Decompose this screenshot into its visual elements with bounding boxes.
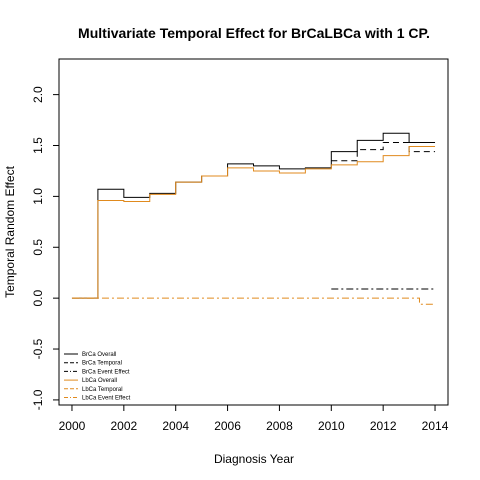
legend-label: BrCa Temporal [82,361,122,367]
x-axis-label: Diagnosis Year [214,452,294,466]
x-tick-label: 2002 [110,419,137,433]
x-tick-label: 2004 [162,419,189,433]
y-tick-label: 1.0 [31,188,45,205]
y-tick-label: 1.5 [31,137,45,154]
legend-label: LbCa Event Effect [82,396,131,402]
legend-label: LbCa Overall [82,378,117,384]
x-tick-label: 2006 [214,419,241,433]
x-tick-label: 2012 [370,419,397,433]
legend-label: BrCa Event Effect [82,369,130,375]
x-tick-label: 2008 [266,419,293,433]
y-tick-label: -0.5 [31,338,45,359]
y-axis: -1.0 -0.5 0.0 0.5 1.0 1.5 2.0 [31,86,60,410]
series-line-5 [71,297,436,305]
y-tick-label: -1.0 [31,389,45,410]
legend: BrCa Overall BrCa Temporal BrCa Event Effe… [64,352,131,402]
series-line-3 [71,146,436,299]
x-axis: 2000 2002 2004 2006 2008 2010 2012 2014 [59,404,449,433]
x-tick-label: 2000 [59,419,86,433]
series-layer [71,132,436,406]
x-tick-label: 2010 [318,419,345,433]
x-tick-label: 2014 [422,419,449,433]
y-tick-label: 0.5 [31,239,45,256]
y-tick-label: 2.0 [31,86,45,103]
chart-title: Multivariate Temporal Effect for BrCaLBC… [78,25,430,41]
series-line-0 [71,132,436,299]
legend-label: BrCa Overall [82,352,116,358]
y-axis-label: Temporal Random Effect [3,165,17,298]
legend-label: LbCa Temporal [82,387,123,393]
y-tick-label: 0.0 [31,289,45,306]
